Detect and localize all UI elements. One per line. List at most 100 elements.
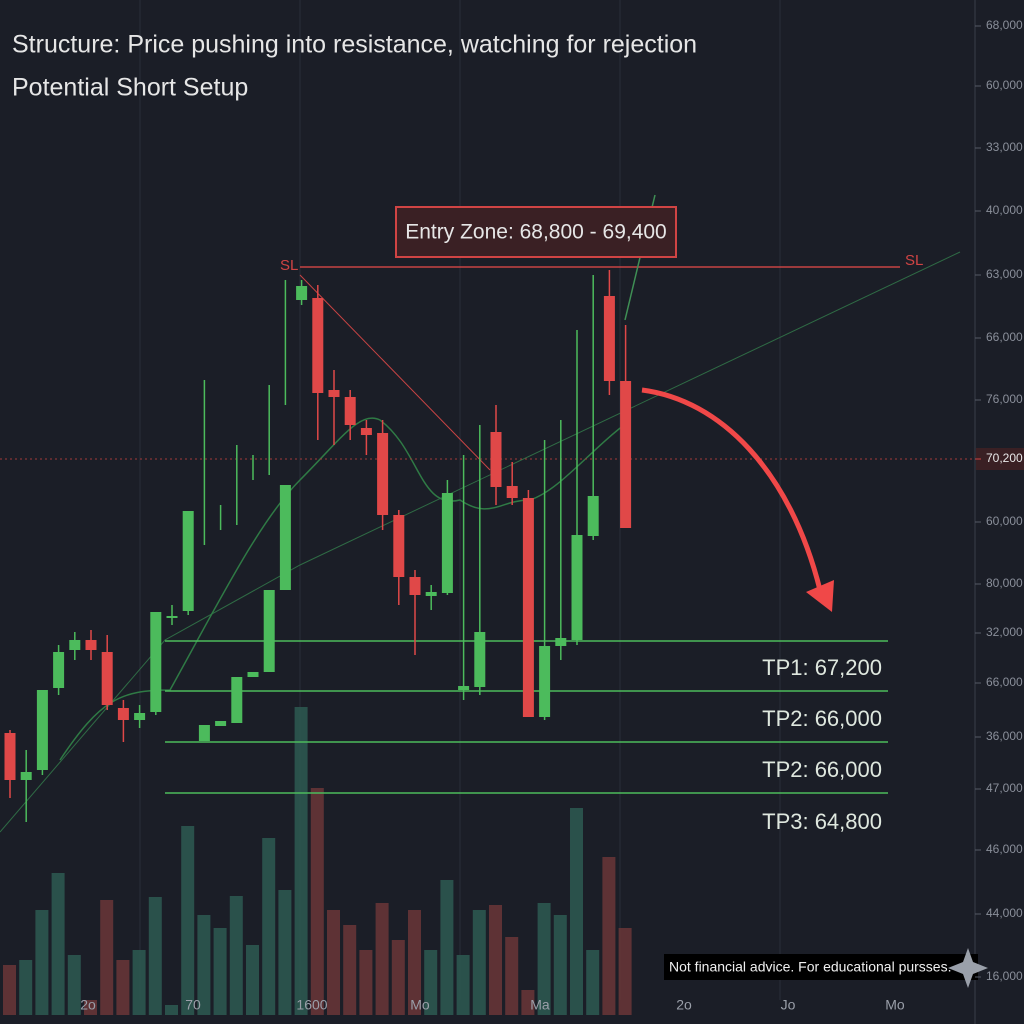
x-axis-label: 1600 [296,997,327,1013]
y-axis-label: 68,000 [986,18,1023,32]
arrow-head [806,580,834,612]
candle-body [4,733,16,780]
volume-bar [456,955,470,1015]
sl-label: SL [905,252,923,269]
candle-body [458,686,470,690]
candle-body [312,298,324,393]
volume-bar [570,808,583,1015]
candle-body [571,535,583,640]
arrow [641,387,823,591]
x-axis-label: 2o [80,997,96,1013]
y-axis-label: 60,000 [986,514,1023,528]
volume-bar [278,890,292,1015]
volume-bar [294,707,308,1015]
volume-bar [51,873,65,1015]
x-axis-label: Mo [410,997,430,1013]
candle-body [166,616,178,618]
candle-body [344,397,356,425]
volume-bar [521,990,535,1015]
volume-bar [489,905,502,1015]
volume-bar [229,896,243,1015]
y-axis-label: 80,000 [986,576,1023,590]
entry-zone-box [395,206,677,258]
candle-body [279,485,291,590]
volume-bar [359,950,373,1015]
volume-bar [3,965,16,1015]
volume-bar [132,950,146,1015]
candle-body [182,511,194,611]
volume-bar [100,900,114,1015]
y-axis-label: 40,000 [986,203,1023,217]
candle-body [134,713,146,720]
volume-bar [310,788,324,1015]
volume-bar [19,960,33,1015]
candle-body [603,296,615,381]
volume-bar [181,826,195,1015]
volume-bar [165,1005,178,1015]
candle-body [101,652,113,705]
candle-body [117,708,129,720]
entry-zone-label: Entry Zone: 68,800 - 69,400 [405,221,667,244]
candle-body [53,652,65,688]
candles [4,270,632,822]
candle-body [215,721,227,726]
volume-bar [327,910,340,1015]
y-axis-label: 76,000 [986,392,1023,406]
tp-label: TP2: 66,000 [762,757,882,782]
subtitle: Potential Short Setup [12,74,248,102]
volume-bar [537,903,551,1015]
y-axis-label: 60,000 [986,78,1023,92]
candle-body [555,638,567,646]
volume-bar [84,1000,97,1015]
title: Structure: Price pushing into resistance… [12,31,697,59]
diagonal-line [299,274,491,471]
volume-bar [375,903,389,1015]
volume-bar [67,955,81,1015]
tp-label: TP3: 64,800 [762,809,882,834]
volume-bar [440,880,454,1015]
candle-body [69,640,81,650]
candle-body [506,486,518,498]
price-tag [976,448,1024,470]
volume-bar [586,950,600,1015]
candle-body [539,646,551,717]
y-axis-label: 47,000 [986,781,1023,795]
x-axis-label: Jo [781,997,796,1013]
candle-body [296,286,308,300]
y-axis-label: 46,000 [986,842,1023,856]
disclaimer: Not financial advice. For educational pu… [669,959,951,975]
x-axis-label: 2o [676,997,692,1013]
volume-bar [472,910,486,1015]
volume-bar [391,940,405,1015]
sl-label: SL [280,257,298,274]
candle-body [474,632,486,687]
x-axis-label: Ma [530,997,550,1013]
volume-bar [618,928,632,1015]
y-axis-label: 33,000 [986,140,1023,154]
volume-bar [246,945,259,1015]
candle-body [198,725,210,741]
volume-layer [3,707,632,1015]
y-axis-label: 36,000 [986,729,1023,743]
candle-body [377,433,389,515]
y-axis-label: 44,000 [986,906,1023,920]
volume-bar [602,857,616,1015]
candle-body [150,612,162,712]
volume-bar [343,925,357,1015]
candle-body [393,515,405,577]
volume-bar [116,960,130,1015]
candle-body [441,493,453,593]
sparkle-icon [948,948,988,988]
candle-body [247,672,259,677]
y-axis-label: 66,000 [986,330,1023,344]
candle-body [425,592,437,596]
candle-body [620,381,632,528]
candle-body [522,498,534,717]
candle-body [263,590,275,672]
volume-bar [262,838,276,1015]
candle-body [328,390,340,397]
y-axis-label: 66,000 [986,675,1023,689]
disclaimer-box [664,954,978,980]
